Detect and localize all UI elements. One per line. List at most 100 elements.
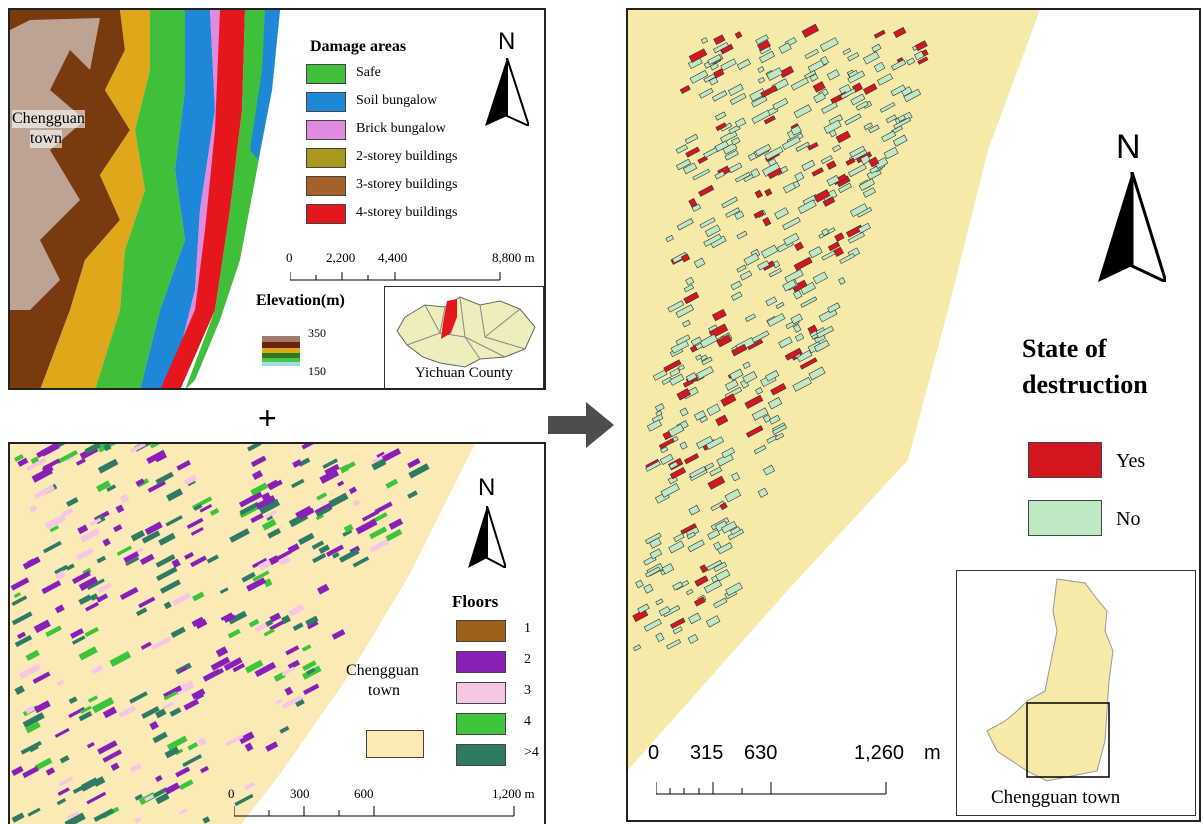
building-footprint [782,216,801,231]
building-footprint [298,532,315,545]
building-footprint [812,271,828,285]
building-footprint [268,555,280,566]
building-footprint [96,555,107,564]
building-footprint [129,691,148,704]
terrain-green [95,10,185,388]
building-footprint [645,532,662,545]
building-footprint [858,178,876,191]
building-footprint [278,555,291,566]
building-footprint [914,50,925,61]
building-footprint [176,460,191,471]
building-footprint [658,437,675,450]
building-footprint [847,231,865,244]
building-footprint [199,503,213,513]
building-footprint [244,659,264,674]
building-footprint [715,569,731,582]
building-footprint [720,393,737,407]
building-footprint [183,698,200,711]
building-footprint [689,69,709,84]
building-footprint [688,612,702,625]
building-footprint [36,447,50,459]
building-footprint [294,697,305,708]
building-footprint [125,556,140,567]
building-footprint [659,453,674,465]
building-footprint [813,91,827,104]
four-storey-zone [160,10,245,388]
legend-label: 2-storey buildings [356,149,458,164]
legend-swatch [456,713,506,735]
building-footprint [251,470,263,481]
building-footprint [764,188,773,197]
terrain-yellow [40,10,150,388]
building-footprint [703,233,722,247]
building-footprint [688,198,698,208]
north-label: N [478,474,496,501]
right-arrow-icon [548,402,614,448]
building-footprint [792,323,802,333]
legend-label: 3-storey buildings [356,177,458,192]
building-footprint [720,130,738,144]
building-footprint [144,794,154,802]
building-footprint [130,530,146,542]
building-footprint [254,661,277,678]
building-footprint [371,458,387,471]
building-footprint [654,403,665,412]
building-footprint [227,628,241,639]
building-footprint [645,460,661,472]
building-footprint [315,513,324,521]
building-footprint [29,504,38,513]
building-footprint [688,504,701,516]
building-footprint [92,776,106,787]
scale-bar-ticks [234,806,515,817]
building-footprint [134,817,142,824]
elevation-color-ramp [262,332,300,372]
building-footprint [147,480,166,493]
building-footprint [116,545,132,556]
building-footprint [113,524,123,533]
building-footprint [914,40,928,52]
building-footprint [795,141,810,152]
building-footprint [206,554,219,564]
building-footprint [197,737,207,747]
building-footprint [89,517,102,527]
building-footprint [305,615,319,627]
building-footprint [695,354,703,361]
building-footprint [250,513,264,524]
building-footprint [670,617,686,629]
building-footprint [343,523,354,533]
building-footprint [679,407,689,417]
building-footprint [87,695,99,703]
building-footprint [71,570,91,584]
building-footprint [54,570,66,581]
building-footprint [84,444,101,455]
building-footprint [725,582,743,596]
building-footprint [848,163,867,178]
building-footprint [820,55,830,66]
building-footprint [707,54,722,65]
legend-label: 3 [524,683,531,698]
building-footprint [279,725,290,734]
building-footprint [285,645,300,656]
damage-legend-title: Damage areas [310,38,407,55]
building-footprint [784,347,803,361]
building-footprint [868,124,880,134]
building-footprint [102,538,111,547]
building-footprint [766,67,783,81]
yichuan-inset-map: Yichuan County [384,286,544,388]
building-footprint [179,666,188,673]
building-footprint [342,529,353,537]
building-footprint [801,159,816,172]
scale-bar-ticks [656,782,887,795]
building-footprint [25,649,40,661]
building-footprint [388,518,404,530]
building-footprint [158,532,176,546]
building-footprint [301,644,312,652]
building-footprint [66,810,80,820]
building-footprint [794,241,804,252]
legend-label: >4 [524,745,539,760]
building-footprint [729,92,747,105]
building-footprint [190,555,207,568]
building-footprint [873,61,886,73]
building-footprint [54,727,70,738]
building-footprint [655,632,665,643]
